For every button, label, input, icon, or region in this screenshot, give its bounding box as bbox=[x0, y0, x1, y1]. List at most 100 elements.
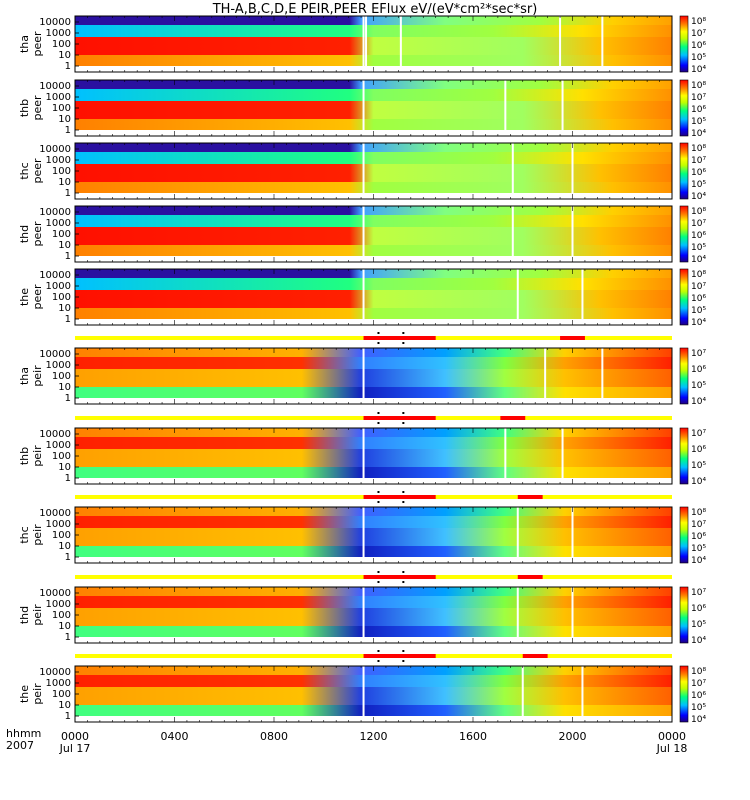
species-label: peir bbox=[31, 683, 44, 705]
probe-label: thc bbox=[18, 526, 31, 543]
mode-bar-mark bbox=[377, 501, 380, 503]
species-label: peir bbox=[31, 524, 44, 546]
spectrogram-band bbox=[75, 608, 672, 626]
energy-tick-label: 100 bbox=[52, 103, 71, 114]
data-gap bbox=[362, 507, 365, 557]
data-gap bbox=[516, 507, 519, 557]
mode-bar-mark bbox=[377, 412, 380, 414]
data-gap bbox=[511, 206, 514, 256]
energy-tick-label: 1 bbox=[65, 473, 71, 484]
time-tick-label: 1200 bbox=[360, 730, 388, 743]
energy-tick-label: 1000 bbox=[46, 92, 71, 103]
spectrogram-band bbox=[75, 215, 672, 227]
energy-tick-label: 1000 bbox=[46, 281, 71, 292]
data-gap bbox=[362, 666, 365, 716]
data-gap bbox=[365, 16, 368, 66]
mode-bar-mark bbox=[402, 660, 405, 662]
data-gap bbox=[511, 143, 514, 193]
energy-tick-label: 1 bbox=[65, 61, 71, 72]
time-tick-label: 0000 bbox=[658, 730, 686, 743]
figure-title: TH-A,B,C,D,E PEIR,PEER EFlux eV/(eV*cm²*… bbox=[212, 2, 538, 17]
spectrogram-band bbox=[75, 437, 672, 449]
mode-bar-mark bbox=[377, 342, 380, 344]
energy-tick-label: 10000 bbox=[39, 207, 71, 218]
spectrogram-band bbox=[75, 308, 672, 319]
energy-tick-label: 10000 bbox=[39, 81, 71, 92]
spectrogram-band bbox=[75, 705, 672, 716]
spectrogram-band bbox=[75, 626, 672, 637]
energy-tick-label: 1000 bbox=[46, 678, 71, 689]
energy-tick-label: 1000 bbox=[46, 155, 71, 166]
spectrogram-band bbox=[75, 37, 672, 55]
spectrogram-band bbox=[75, 101, 672, 119]
species-label: peer bbox=[31, 284, 44, 310]
probe-label: thc bbox=[18, 162, 31, 179]
colorbar-tick-label: 10⁴ bbox=[691, 715, 706, 725]
colorbar-tick-label: 10⁷ bbox=[691, 588, 706, 598]
energy-tick-label: 1 bbox=[65, 393, 71, 404]
spectrogram-band bbox=[75, 528, 672, 546]
colorbar-tick-label: 10⁴ bbox=[691, 556, 706, 566]
energy-tick-label: 10000 bbox=[39, 349, 71, 360]
energy-tick-label: 1 bbox=[65, 251, 71, 262]
colorbar-tick-label: 10⁷ bbox=[691, 29, 706, 39]
data-gap bbox=[571, 143, 574, 193]
colorbar-tick-label: 10⁷ bbox=[691, 282, 706, 292]
mode-bar-mark bbox=[377, 660, 380, 662]
colorbar-tick-label: 10⁶ bbox=[691, 365, 706, 375]
colorbar-tick-label: 10⁴ bbox=[691, 636, 706, 646]
colorbar-tick-label: 10⁶ bbox=[691, 604, 706, 614]
probe-label: thd bbox=[18, 225, 31, 243]
colorbar-tick-label: 10⁵ bbox=[691, 381, 706, 391]
data-gap bbox=[544, 348, 547, 398]
spectrogram-band bbox=[75, 89, 672, 101]
mode-bar-mark bbox=[402, 571, 405, 573]
date-label: Jul 17 bbox=[59, 742, 91, 755]
energy-tick-label: 1000 bbox=[46, 360, 71, 371]
data-gap bbox=[561, 428, 564, 478]
spectrogram-band bbox=[75, 119, 672, 130]
mode-bar-mark bbox=[402, 491, 405, 493]
probe-label: thb bbox=[18, 99, 31, 117]
data-gap bbox=[362, 269, 365, 319]
mode-bar-red-span bbox=[363, 575, 436, 579]
spectrogram-band bbox=[75, 546, 672, 557]
species-label: peer bbox=[31, 31, 44, 57]
data-gap bbox=[521, 666, 524, 716]
data-gap bbox=[362, 206, 365, 256]
species-label: peir bbox=[31, 604, 44, 626]
data-gap bbox=[601, 16, 604, 66]
colorbar-tick-label: 10⁶ bbox=[691, 691, 706, 701]
mode-bar-mark bbox=[377, 571, 380, 573]
colorbar-tick-label: 10⁴ bbox=[691, 129, 706, 139]
spectrogram-band bbox=[75, 387, 672, 398]
mode-bar-red-span bbox=[363, 416, 436, 420]
energy-tick-label: 100 bbox=[52, 292, 71, 303]
colorbar-tick-label: 10⁵ bbox=[691, 306, 706, 316]
colorbar-tick-label: 10⁵ bbox=[691, 620, 706, 630]
energy-tick-label: 1000 bbox=[46, 519, 71, 530]
data-gap bbox=[561, 80, 564, 130]
colorbar-tick-label: 10⁵ bbox=[691, 180, 706, 190]
probe-label: tha bbox=[18, 367, 31, 385]
time-tick-label: 0000 bbox=[61, 730, 89, 743]
energy-tick-label: 10 bbox=[58, 177, 71, 188]
colorbar-tick-label: 10⁷ bbox=[691, 429, 706, 439]
spectrogram-band bbox=[75, 357, 672, 369]
mode-bar-mark bbox=[377, 491, 380, 493]
energy-tick-label: 10 bbox=[58, 621, 71, 632]
spectrogram-band bbox=[75, 227, 672, 245]
probe-label: the bbox=[18, 288, 31, 306]
species-label: peir bbox=[31, 445, 44, 467]
colorbar-tick-label: 10⁵ bbox=[691, 53, 706, 63]
colorbar-tick-label: 10⁸ bbox=[691, 207, 706, 217]
colorbar-tick-label: 10⁴ bbox=[691, 255, 706, 265]
energy-tick-label: 1000 bbox=[46, 440, 71, 451]
spectrogram-band bbox=[75, 152, 672, 164]
mode-bar-mark bbox=[402, 650, 405, 652]
spectrogram-band bbox=[75, 55, 672, 66]
